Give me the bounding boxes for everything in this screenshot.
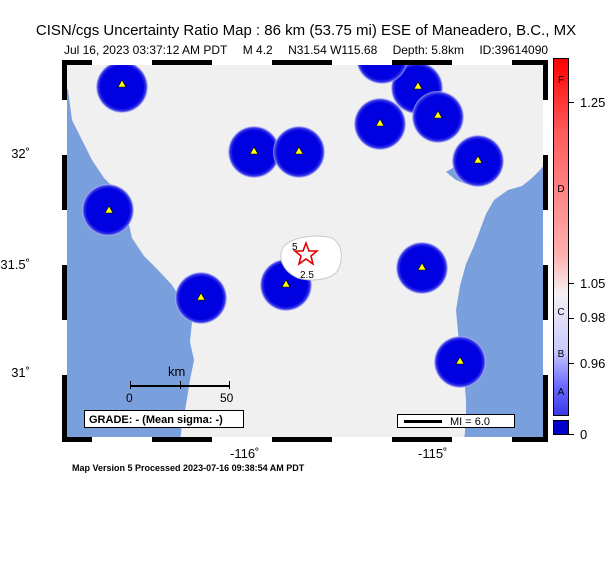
map-version-footer: Map Version 5 Processed 2023-07-16 09:38…: [72, 463, 305, 473]
map-frame-ticks: [62, 60, 548, 442]
pacific-ocean: [62, 80, 194, 442]
lat-label: 31.5˚: [0, 257, 30, 272]
uncertainty-colorbar: [553, 58, 569, 416]
colorbar-grade: F: [557, 75, 565, 86]
event-magnitude: M 4.2: [242, 43, 273, 57]
colorbar-grade: A: [557, 387, 565, 398]
colorbar-value: 1.05: [580, 276, 606, 291]
map-canvas: 5 2.5: [62, 60, 548, 442]
scale-end: 50: [220, 391, 234, 405]
station-icon[interactable]: [473, 155, 483, 164]
contour-label-2.5: 2.5: [300, 270, 314, 281]
lon-label: -116˚: [230, 446, 260, 461]
station-icon[interactable]: [117, 79, 127, 88]
event-depth: Depth: 5.8km: [392, 43, 464, 57]
colorbar-grade: B: [557, 349, 565, 360]
station-icon[interactable]: [281, 279, 291, 288]
contour-label-5: 5: [292, 242, 298, 253]
grade-legend: GRADE: - (Mean sigma: -): [84, 410, 244, 428]
epicenter-star-icon[interactable]: [292, 240, 320, 266]
station-icon[interactable]: [249, 146, 259, 155]
event-date: Jul 16, 2023 03:37:12 AM PDT: [63, 43, 228, 57]
lat-label: 31˚: [11, 365, 30, 380]
station-icon[interactable]: [196, 292, 206, 301]
mi-label: MI = 6.0: [450, 416, 491, 428]
event-location: N31.54 W115.68: [288, 43, 378, 57]
lat-label: 32˚: [11, 146, 30, 161]
lon-label: -115˚: [418, 446, 448, 461]
colorbar-grade: C: [557, 307, 565, 318]
station-icon[interactable]: [104, 205, 114, 214]
station-icon[interactable]: [413, 81, 423, 90]
station-icon[interactable]: [417, 262, 427, 271]
map-title: CISN/cgs Uncertainty Ratio Map : 86 km (…: [35, 22, 577, 39]
station-icon[interactable]: [433, 110, 443, 119]
colorbar-zero-swatch: [553, 420, 569, 435]
contour-2.5: [287, 242, 333, 274]
mi-legend: MI = 6.0: [397, 414, 515, 428]
scale-start: 0: [126, 391, 133, 405]
colorbar-value: 0: [580, 427, 588, 442]
station-icon[interactable]: [375, 118, 385, 127]
scale-unit: km: [168, 364, 186, 379]
colorbar-value: 1.25: [580, 95, 606, 110]
event-id: ID:39614090: [479, 43, 549, 57]
colorbar-value: 0.98: [580, 310, 606, 325]
uncertainty-map[interactable]: 5 2.5: [62, 60, 548, 442]
scale-bar: km 0 50: [120, 364, 240, 406]
colorbar-grade: D: [557, 184, 565, 195]
station-icon[interactable]: [455, 356, 465, 365]
station-disc: [356, 60, 408, 84]
mi-line-icon: [404, 420, 442, 423]
colorbar-value: 0.96: [580, 356, 606, 371]
station-icon[interactable]: [294, 146, 304, 155]
event-info: Jul 16, 2023 03:37:12 AM PDT M 4.2 N31.5…: [0, 43, 612, 57]
